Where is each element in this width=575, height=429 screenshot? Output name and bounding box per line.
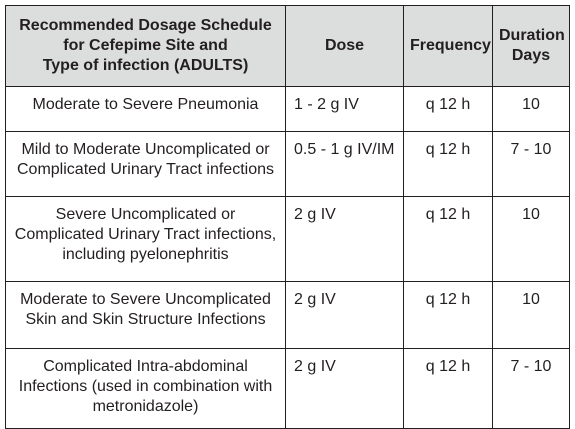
header-frequency: Frequency	[403, 5, 493, 87]
table-row: Moderate to Severe Uncomplicated Skin an…	[5, 281, 570, 349]
table-row: Moderate to Severe Pneumonia 1 - 2 g IV …	[5, 86, 570, 132]
frequency-cell: q 12 h	[403, 348, 493, 429]
site-cell: Mild to Moderate Uncomplicated or Compli…	[5, 131, 286, 197]
duration-cell: 10	[492, 86, 570, 132]
frequency-cell: q 12 h	[403, 281, 493, 349]
table-row: Severe Uncomplicated or Complicated Urin…	[5, 196, 570, 282]
duration-cell: 7 - 10	[492, 131, 570, 197]
dosage-table: Recommended Dosage Schedule for Cefepime…	[5, 5, 570, 429]
header-site: Recommended Dosage Schedule for Cefepime…	[5, 5, 286, 87]
site-cell: Complicated Intra-abdominal Infections (…	[5, 348, 286, 429]
frequency-cell: q 12 h	[403, 86, 493, 132]
header-duration: Duration Days	[492, 5, 570, 87]
dose-cell: 1 - 2 g IV	[285, 86, 404, 132]
header-row: Recommended Dosage Schedule for Cefepime…	[5, 5, 570, 87]
site-cell: Moderate to Severe Uncomplicated Skin an…	[5, 281, 286, 349]
site-cell: Severe Uncomplicated or Complicated Urin…	[5, 196, 286, 282]
table-row: Mild to Moderate Uncomplicated or Compli…	[5, 131, 570, 197]
dose-cell: 2 g IV	[285, 281, 404, 349]
site-cell: Moderate to Severe Pneumonia	[5, 86, 286, 132]
frequency-cell: q 12 h	[403, 196, 493, 282]
dose-cell: 2 g IV	[285, 196, 404, 282]
dose-cell: 0.5 - 1 g IV/IM	[285, 131, 404, 197]
frequency-cell: q 12 h	[403, 131, 493, 197]
duration-cell: 10	[492, 196, 570, 282]
duration-cell: 10	[492, 281, 570, 349]
dose-cell: 2 g IV	[285, 348, 404, 429]
table-row: Complicated Intra-abdominal Infections (…	[5, 348, 570, 429]
header-dose: Dose	[285, 5, 404, 87]
duration-cell: 7 - 10	[492, 348, 570, 429]
